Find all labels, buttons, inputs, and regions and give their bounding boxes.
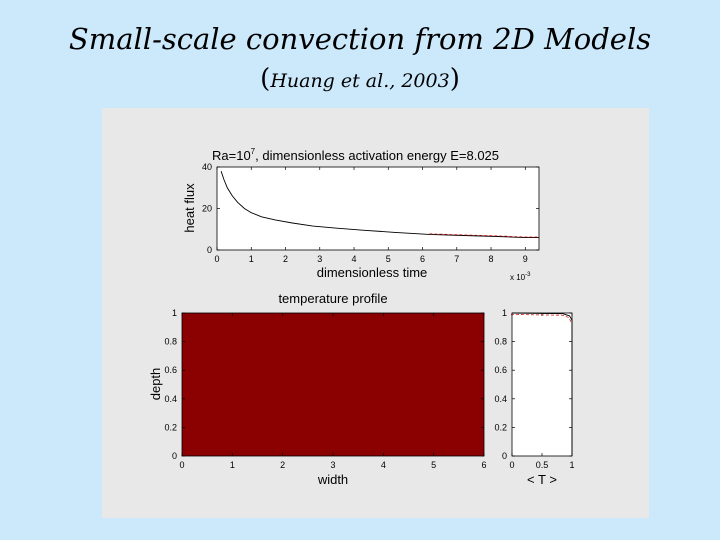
temperature-field [181, 312, 485, 457]
x-tick-label: 8 [489, 254, 494, 264]
x-tick-label: 2 [283, 254, 288, 264]
x-tick-label: 1 [230, 460, 235, 470]
mean-temperature-series-line-overlay [510, 314, 572, 322]
heat-flux-series-line-overlay [429, 233, 539, 238]
x-tick-label: 3 [330, 460, 335, 470]
y-tick-label: 0 [207, 245, 212, 255]
x-tick-label: 3 [317, 254, 322, 264]
citation-text: Huang et al., 2003 [270, 70, 450, 92]
figure-svg: Ra=107, dimensionless activation energy … [148, 147, 575, 487]
y-tick-label: 0.4 [494, 394, 507, 404]
mean-temperature-series-line [511, 312, 573, 456]
x-tick-label: 7 [454, 254, 459, 264]
heat-flux-xlabel: dimensionless time [317, 265, 428, 280]
heat-flux-x-multiplier: x 10-3 [510, 272, 531, 282]
heat-flux-series-line [220, 171, 539, 239]
y-tick-label: 20 [202, 204, 212, 214]
x-tick-label: 0.5 [536, 460, 549, 470]
y-tick-label: 1 [172, 308, 177, 318]
heat-flux-chart: Ra=107, dimensionless activation energy … [182, 147, 540, 282]
y-tick-label: 40 [202, 162, 212, 172]
heat-flux-axes-box [216, 166, 540, 251]
x-tick-label: 1 [569, 460, 574, 470]
citation-close-paren: ) [449, 64, 460, 94]
heat-flux-ticks: 0 1 2 3 4 5 6 7 8 9 0 20 40 [202, 162, 539, 264]
mean-temperature-axes-box [511, 312, 573, 457]
y-tick-label: 0.2 [494, 422, 507, 432]
y-tick-label: 0.6 [494, 365, 507, 375]
mean-temperature-chart: < T > 0 0.5 1 0 0.2 0.4 0.6 0.8 1 [494, 308, 574, 487]
x-tick-label: 6 [481, 460, 486, 470]
slide-title: Small-scale convection from 2D Models [68, 22, 652, 56]
slide-citation: (Huang et al., 2003) [0, 64, 720, 94]
mean-temperature-xlabel: < T > [527, 472, 557, 487]
y-tick-label: 0 [172, 451, 177, 461]
heat-flux-title: Ra=107, dimensionless activation energy … [212, 147, 499, 163]
x-tick-label: 0 [214, 254, 219, 264]
x-tick-label: 1 [249, 254, 254, 264]
y-tick-label: 0.6 [164, 365, 177, 375]
figure-panel: Ra=107, dimensionless activation energy … [102, 108, 649, 518]
temperature-ticks: 0 1 2 3 4 5 6 0 0.2 0.4 0.6 0.8 1 [164, 308, 486, 470]
mean-temperature-ticks: 0 0.5 1 0 0.2 0.4 0.6 0.8 1 [494, 308, 574, 470]
x-tick-label: 0 [509, 460, 514, 470]
x-tick-label: 4 [381, 460, 386, 470]
temperature-xlabel: width [317, 472, 348, 487]
y-tick-label: 0.2 [164, 422, 177, 432]
x-tick-label: 0 [179, 460, 184, 470]
y-tick-label: 0 [502, 451, 507, 461]
x-tick-label: 2 [280, 460, 285, 470]
x-tick-label: 4 [352, 254, 357, 264]
y-tick-label: 0.8 [494, 337, 507, 347]
x-tick-label: 9 [523, 254, 528, 264]
temperature-ylabel: depth [148, 368, 163, 401]
x-tick-label: 5 [386, 254, 391, 264]
y-tick-label: 0.8 [164, 337, 177, 347]
y-tick-label: 1 [502, 308, 507, 318]
temperature-profile-chart: temperature profile depth width 0 1 2 3 4 5 60… [148, 291, 487, 487]
x-tick-label: 5 [431, 460, 436, 470]
y-tick-label: 0.4 [164, 394, 177, 404]
x-tick-label: 6 [420, 254, 425, 264]
temperature-profile-title: temperature profile [278, 291, 387, 306]
citation-open-paren: ( [260, 64, 271, 94]
heat-flux-ylabel: heat flux [182, 183, 197, 233]
